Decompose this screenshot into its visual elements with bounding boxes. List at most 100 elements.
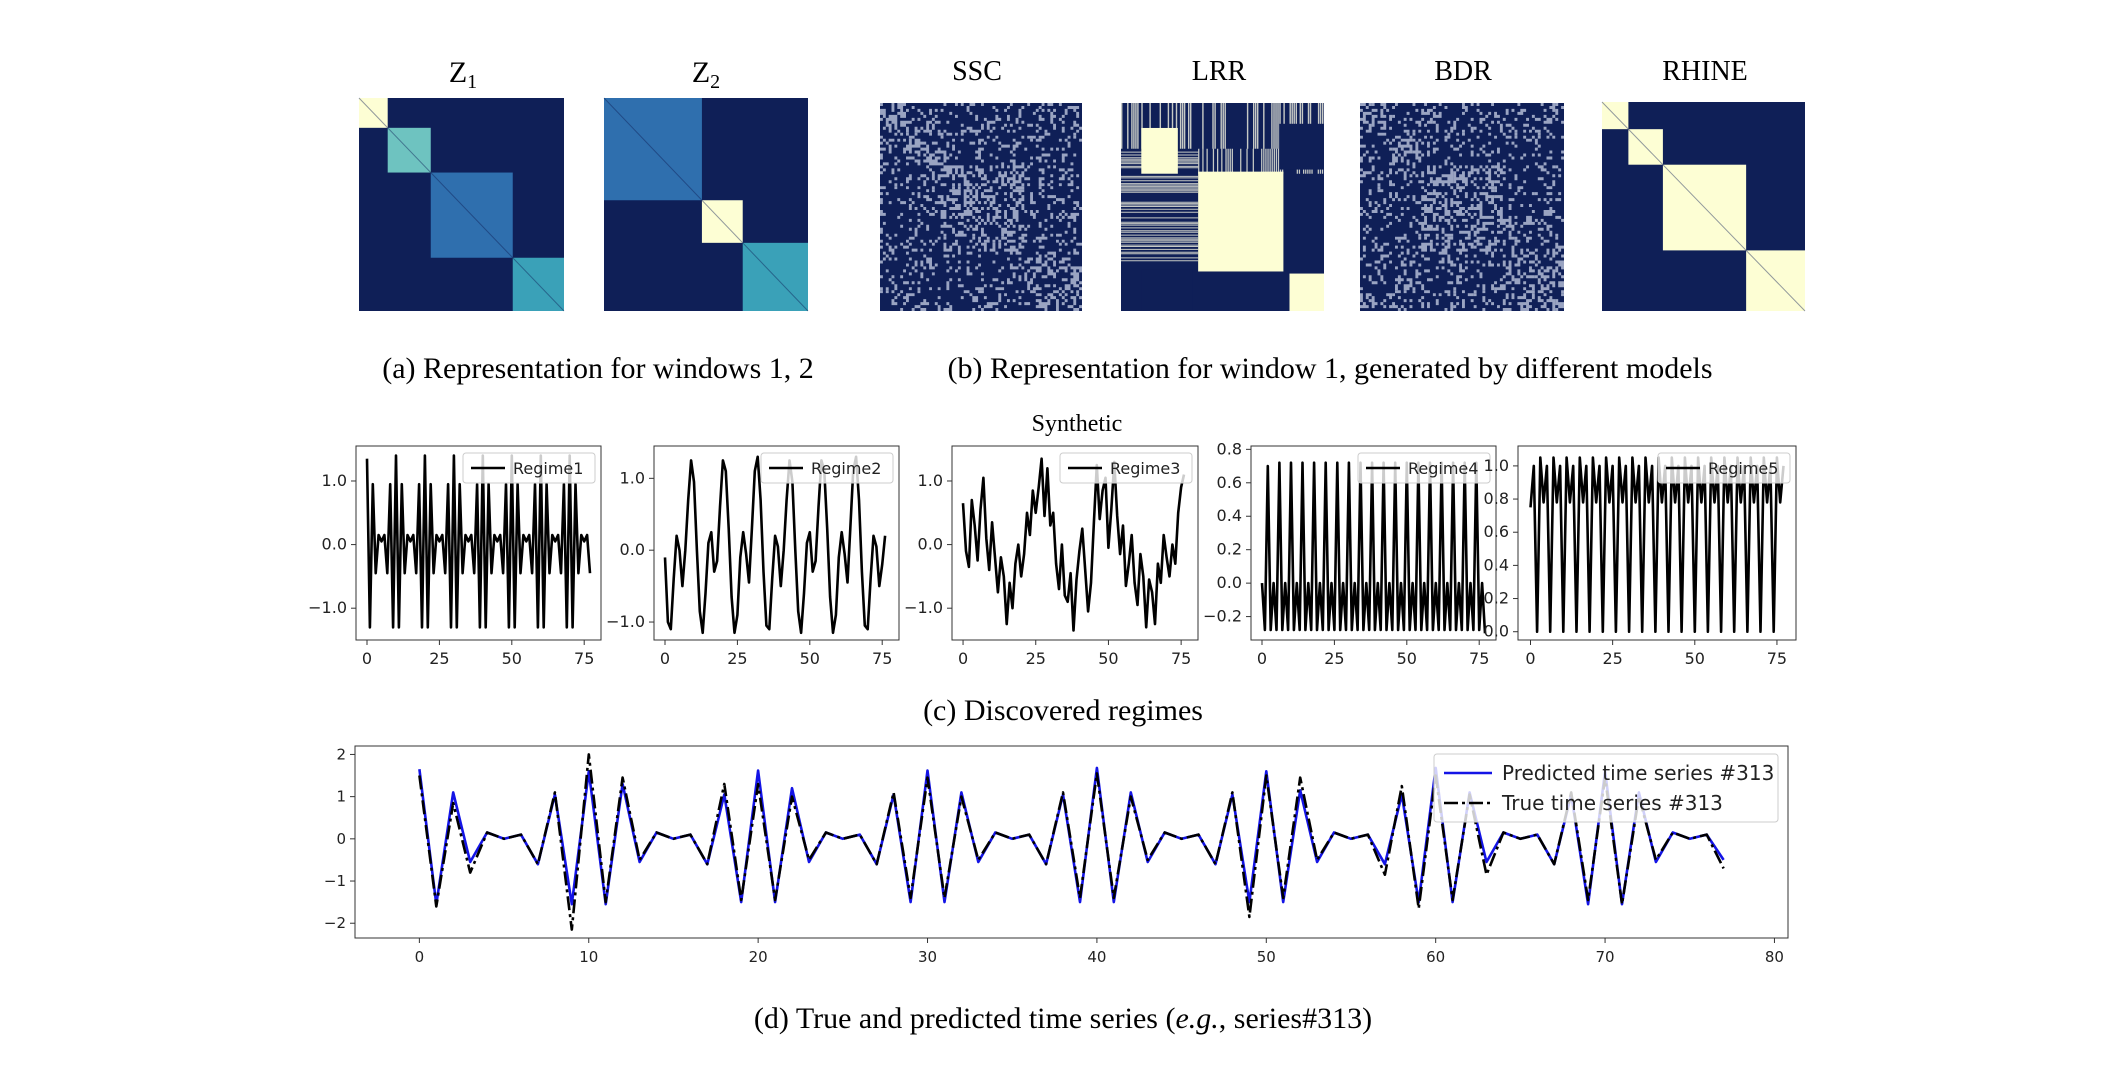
plot-frame [951,445,1199,641]
legend-box [1657,452,1791,484]
plot-regime4: 0 25 50 75 0.8 0.6 0.4 0.2 0.0 −0.2 Regime4 [1203,439,1497,668]
matrix-block [701,200,743,243]
plot-frame [355,445,602,641]
x-tick-label: 25 [727,649,747,668]
y-tick-label: 0.6 [1217,473,1242,492]
legend-label: Regime2 [811,459,881,478]
matrix-block [512,257,564,311]
z2-title: Z2 [692,56,720,93]
plot-frame [1250,445,1497,641]
series-line [961,457,1186,632]
y-tick-label: 0.4 [1484,555,1509,574]
rhine-title: RHINE [1662,56,1748,87]
y-tick-label: 1.0 [1484,456,1509,475]
matrix-block [1662,164,1747,251]
y-tick-label: −2 [324,914,346,932]
y-tick-label: −1.0 [904,598,943,617]
plot-regime1: 0 25 50 75 1.0 0.0 −1.0 Regime1 [308,445,602,668]
y-tick-label: 1.0 [322,471,347,490]
x-tick-label: 40 [1087,948,1106,966]
legend-box [1357,452,1491,484]
plot-regime2: 0 25 50 75 1.0 0.0 −1.0 Regime2 [606,445,900,668]
matrix-block [1628,129,1663,165]
x-tick-label: 75 [1469,649,1489,668]
ssc-title: SSC [952,56,1002,87]
legend-label: True time series #313 [1501,791,1723,815]
matrix-block [1602,102,1629,130]
x-tick-label: 0 [1525,649,1535,668]
caption-c: (c) Discovered regimes [923,694,1203,727]
x-tick-label: 50 [502,649,522,668]
plots-layer: 0 25 50 75 1.0 0.0 −1.0 Regime1 0 25 50 75 1.0 0.0 −1.… [308,439,1797,966]
y-tick-label: 1.0 [620,468,645,487]
x-tick-label: 80 [1765,948,1784,966]
plot-frame [354,745,1789,939]
lrr-title: LRR [1192,56,1247,87]
x-tick-label: 25 [1602,649,1622,668]
matrix-block [1198,171,1284,272]
z1-title: Z1 [449,56,477,93]
caption-a: (a) Representation for windows 1, 2 [382,352,814,385]
caption-d: (d) True and predicted time series (e.g.… [754,1002,1372,1035]
x-tick-label: 75 [1767,649,1787,668]
x-tick-label: 0 [958,649,968,668]
x-tick-label: 50 [1397,649,1417,668]
y-tick-label: 0.2 [1484,589,1509,608]
bdr-title: BDR [1434,56,1492,87]
x-tick-label: 30 [918,948,937,966]
x-tick-label: 0 [362,649,372,668]
x-tick-label: 25 [1324,649,1344,668]
matrix-block [742,242,808,311]
legend-box [760,452,894,484]
y-tick-label: −1.0 [606,612,645,631]
matrix-stripes [1121,103,1324,262]
y-tick-label: −0.2 [1203,607,1242,626]
plot-frame [653,445,900,641]
plot-frame [1517,445,1797,641]
x-tick-label: 25 [1026,649,1046,668]
matrix-block [430,172,513,258]
x-tick-label: 50 [1098,649,1118,668]
x-tick-label: 0 [1257,649,1267,668]
ssc-matrix [880,103,1082,311]
matrix-diagonal [358,97,565,312]
y-tick-label: 0.0 [918,535,943,554]
y-tick-label: 0.8 [1217,439,1242,458]
x-tick-label: 20 [749,948,768,966]
legend-label: Regime4 [1408,459,1478,478]
series-line [1529,456,1785,633]
bdr-matrix [1360,103,1565,311]
y-tick-label: 0.0 [322,535,347,554]
z2-matrix [603,97,809,312]
x-tick-label: 50 [1685,649,1705,668]
series-line [365,454,592,629]
legend-box [1059,452,1193,484]
series-line [1260,461,1487,634]
series-line [418,753,1725,931]
plot-regime3: 0 25 50 75 1.0 0.0 −1.0 Regime3 [904,445,1199,668]
z1-matrix [358,97,565,312]
lrr-matrix [1121,103,1324,311]
y-tick-label: 0.2 [1217,540,1242,559]
x-tick-label: 0 [415,948,425,966]
y-tick-label: 2 [336,745,346,763]
x-tick-label: 10 [579,948,598,966]
legend-label: Regime5 [1708,459,1778,478]
series-line [663,455,887,635]
legend-box [462,452,596,484]
x-tick-label: 70 [1596,948,1615,966]
x-tick-label: 75 [872,649,892,668]
matrix-block [604,98,702,201]
legend-box [1433,753,1779,823]
y-tick-label: 0.0 [1217,573,1242,592]
legend-label: Regime1 [513,459,583,478]
y-tick-label: 0 [336,830,346,848]
y-tick-label: 0.4 [1217,506,1242,525]
matrix-block [1746,250,1805,311]
matrix-block [1141,127,1178,174]
x-tick-label: 60 [1426,948,1445,966]
x-tick-label: 75 [574,649,594,668]
y-tick-label: 0.0 [620,540,645,559]
